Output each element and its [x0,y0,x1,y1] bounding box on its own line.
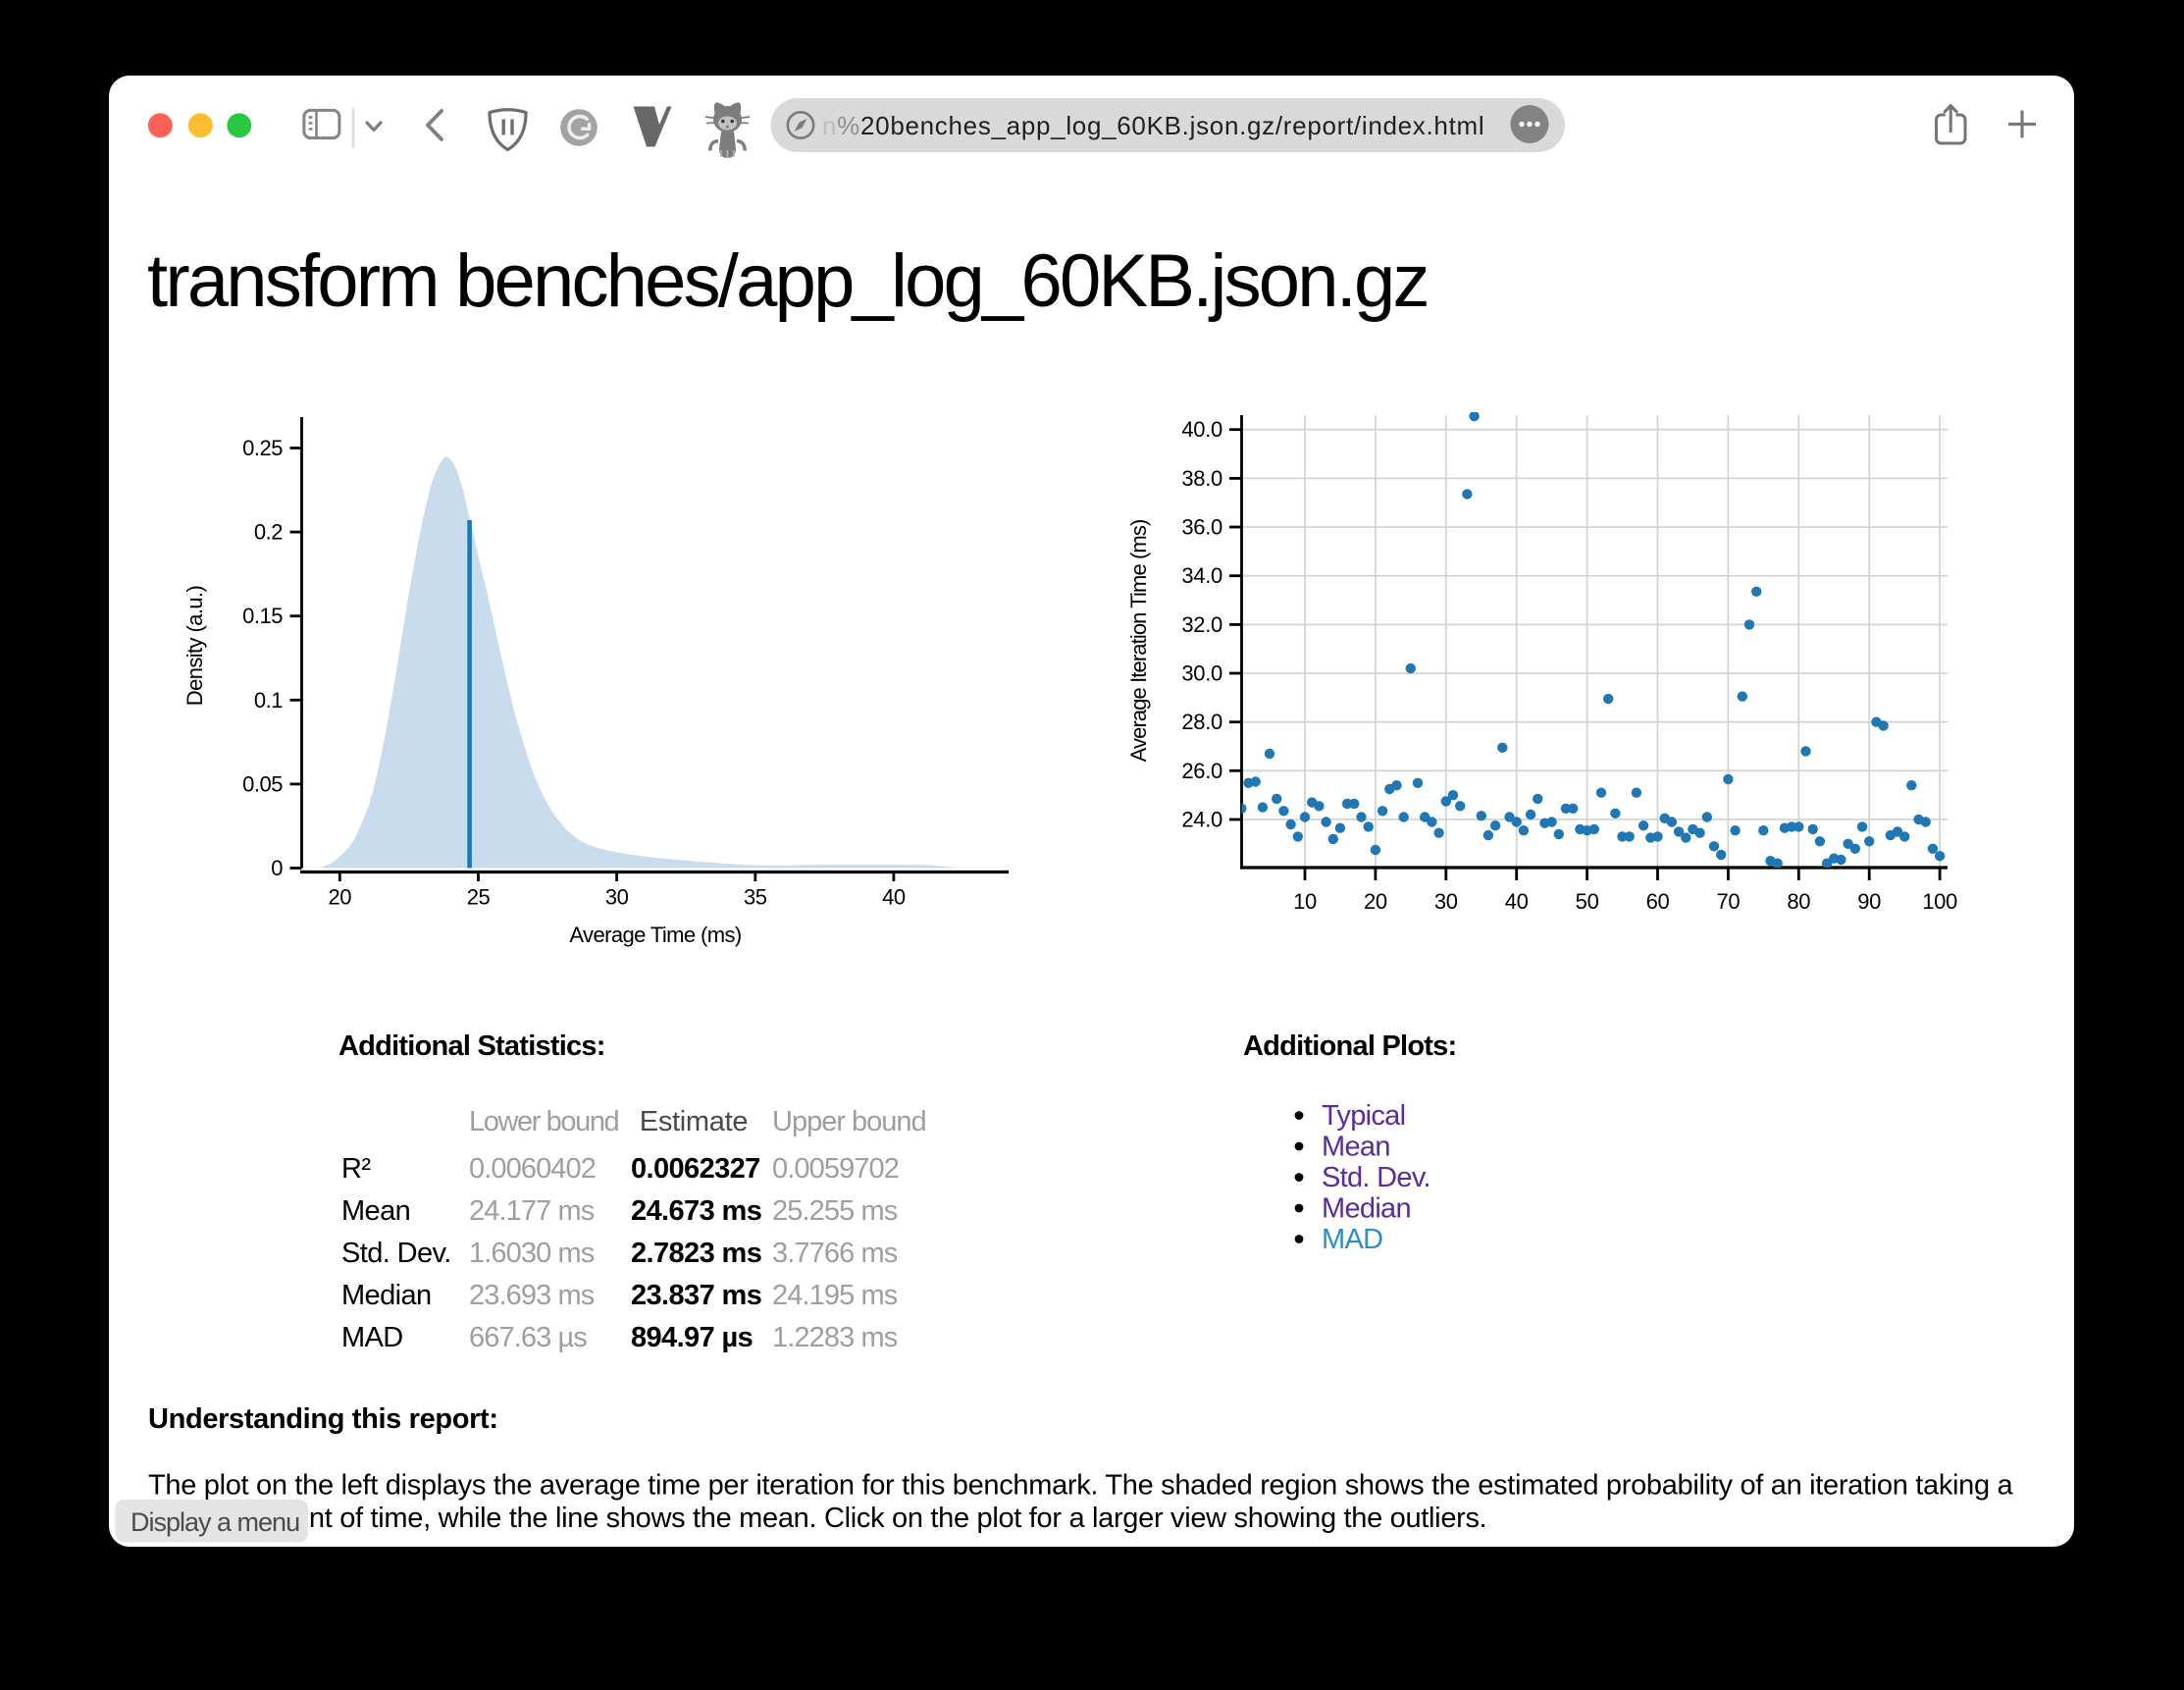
svg-text:0.0062327: 0.0062327 [631,1153,760,1185]
svg-text:24.0: 24.0 [1181,808,1222,832]
svg-text:0.15: 0.15 [242,604,283,628]
svg-text:100: 100 [1922,889,1957,914]
svg-text:Mean: Mean [1322,1132,1390,1163]
svg-text:50: 50 [1576,889,1599,914]
svg-text:25.255 ms: 25.255 ms [772,1195,898,1227]
svg-text:0.05: 0.05 [242,771,283,796]
svg-text:1.6030 ms: 1.6030 ms [469,1238,595,1269]
svg-text:0.1: 0.1 [254,688,283,713]
svg-text:28.0: 28.0 [1181,710,1222,734]
svg-text:30.0: 30.0 [1181,661,1222,686]
svg-text:23.837 ms: 23.837 ms [631,1280,761,1311]
svg-text:10: 10 [1293,889,1317,914]
svg-text:Std. Dev.: Std. Dev. [341,1238,451,1269]
svg-text:Average Iteration Time (ms): Average Iteration Time (ms) [1126,520,1151,763]
svg-text:40: 40 [1505,889,1529,914]
svg-text:26.0: 26.0 [1181,759,1222,783]
svg-text:80: 80 [1787,889,1810,914]
svg-text:3.7766 ms: 3.7766 ms [772,1238,898,1269]
svg-text:24.177 ms: 24.177 ms [469,1195,595,1227]
svg-text:2.7823 ms: 2.7823 ms [631,1238,761,1269]
svg-text:0.0060402: 0.0060402 [469,1153,596,1185]
svg-text:The plot on the left displays: The plot on the left displays the averag… [148,1470,2014,1502]
svg-text:Additional Plots:: Additional Plots: [1243,1030,1456,1062]
svg-text:24.195 ms: 24.195 ms [772,1280,898,1311]
svg-text:60: 60 [1646,889,1670,914]
svg-text:MAD: MAD [1322,1224,1382,1255]
svg-text:23.693 ms: 23.693 ms [469,1280,595,1311]
svg-text:40.0: 40.0 [1181,417,1222,442]
svg-text:Median: Median [1322,1193,1411,1225]
svg-text:40: 40 [882,885,906,910]
svg-text:667.63 µs: 667.63 µs [469,1322,587,1353]
svg-text:Average Time (ms): Average Time (ms) [569,923,741,947]
svg-text:30: 30 [1434,889,1458,914]
svg-text:25: 25 [467,885,491,910]
svg-text:R²: R² [341,1153,371,1185]
svg-text:35: 35 [744,885,767,910]
svg-text:Density (a.u.): Density (a.u.) [182,586,207,706]
svg-text:Upper bound: Upper bound [772,1106,926,1137]
svg-text:Median: Median [341,1280,432,1311]
svg-text:certain amount of time, while: certain amount of time, while the line s… [148,1503,1486,1534]
svg-text:894.97 µs: 894.97 µs [631,1322,753,1353]
svg-text:70: 70 [1716,889,1740,914]
svg-text:n%20benches_app_log_60KB.json.: n%20benches_app_log_60KB.json.gz/report/… [822,111,1484,140]
svg-text:Display a menu: Display a menu [130,1507,299,1537]
svg-text:Estimate: Estimate [640,1106,748,1137]
svg-text:Std. Dev.: Std. Dev. [1322,1162,1430,1193]
svg-text:38.0: 38.0 [1181,466,1222,491]
svg-text:Lower bound: Lower bound [469,1106,619,1137]
svg-text:90: 90 [1857,889,1881,914]
svg-text:0.25: 0.25 [242,436,283,460]
svg-text:0: 0 [271,856,283,880]
svg-text:Additional Statistics:: Additional Statistics: [338,1030,605,1062]
svg-text:0.2: 0.2 [254,520,283,545]
svg-text:36.0: 36.0 [1181,515,1222,540]
svg-text:30: 30 [605,885,629,910]
svg-text:MAD: MAD [341,1322,403,1353]
svg-text:Typical: Typical [1322,1100,1405,1132]
svg-text:1.2283 ms: 1.2283 ms [772,1322,898,1353]
svg-text:20: 20 [329,885,352,910]
svg-text:20: 20 [1364,889,1387,914]
svg-text:Understanding this report:: Understanding this report: [148,1403,498,1435]
svg-text:34.0: 34.0 [1181,563,1222,588]
svg-text:24.673 ms: 24.673 ms [631,1195,761,1227]
svg-text:0.0059702: 0.0059702 [772,1153,899,1185]
svg-text:Mean: Mean [341,1195,410,1227]
svg-text:32.0: 32.0 [1181,612,1222,637]
svg-text:transform benches/app_log_60KB: transform benches/app_log_60KB.json.gz [147,239,1428,323]
